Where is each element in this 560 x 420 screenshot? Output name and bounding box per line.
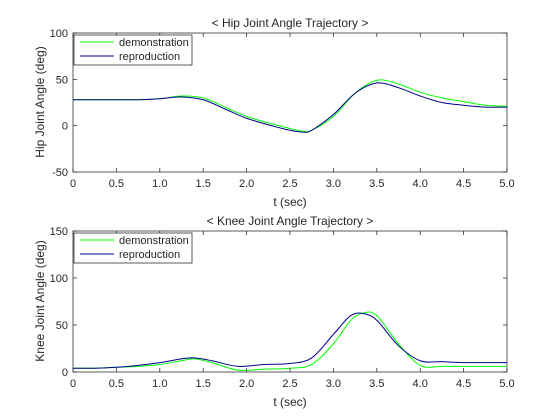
knee-series-lines bbox=[72, 311, 507, 371]
knee-x-tick-label: 3.0 bbox=[326, 378, 341, 390]
hip-series-reproduction bbox=[73, 82, 508, 133]
knee-angle-chart: 0 0.5 1.0 1.5 2.0 2.5 3.0 3.5 4.0 4.5 5.0 0 50 100 15… bbox=[33, 214, 515, 409]
hip-legend-box bbox=[73, 34, 193, 66]
knee-x-axis-label: t (sec) bbox=[273, 395, 306, 409]
hip-x-tick-label: 4.0 bbox=[413, 178, 428, 190]
knee-y-tick-label: 100 bbox=[50, 273, 68, 285]
hip-y-axis-label: Hip Joint Angle (deg) bbox=[33, 46, 47, 157]
knee-legend-box bbox=[73, 232, 193, 264]
knee-x-tick-label: 2.0 bbox=[239, 378, 254, 390]
hip-y-tick-label: -50 bbox=[52, 167, 68, 179]
hip-x-tick-label: 5.0 bbox=[499, 178, 514, 190]
hip-legend-label-reproduction: reproduction bbox=[119, 51, 180, 63]
knee-y-ticks: 0 50 100 150 bbox=[50, 226, 507, 379]
knee-x-tick-label: 0 bbox=[70, 378, 76, 390]
hip-x-tick-label: 2.0 bbox=[239, 178, 254, 190]
hip-x-tick-label: 0.5 bbox=[109, 178, 124, 190]
hip-x-axis-label: t (sec) bbox=[273, 195, 306, 209]
hip-chart-title: < Hip Joint Angle Trajectory > bbox=[212, 16, 369, 30]
hip-x-tick-label: 4.5 bbox=[456, 178, 471, 190]
knee-x-tick-label: 1.0 bbox=[152, 378, 167, 390]
knee-x-tick-label: 4.5 bbox=[456, 378, 471, 390]
hip-y-tick-label: 100 bbox=[50, 28, 68, 40]
hip-legend-label-demonstration: demonstration bbox=[119, 37, 189, 49]
knee-x-tick-label: 4.0 bbox=[413, 378, 428, 390]
hip-x-ticks: 0 0.5 1.0 1.5 2.0 2.5 3.0 3.5 4.0 4.5 5.0 bbox=[70, 33, 515, 190]
hip-x-tick-label: 0 bbox=[70, 178, 76, 190]
hip-legend: demonstration reproduction bbox=[73, 34, 193, 66]
knee-legend-label-reproduction: reproduction bbox=[119, 249, 180, 261]
hip-angle-chart: 0 0.5 1.0 1.5 2.0 2.5 3.0 3.5 4.0 4.5 5.0 -5005010… bbox=[33, 16, 515, 209]
hip-x-tick-label: 1.0 bbox=[152, 178, 167, 190]
knee-series-reproduction bbox=[72, 312, 507, 369]
hip-x-tick-label: 3.0 bbox=[326, 178, 341, 190]
knee-y-tick-label: 150 bbox=[50, 226, 68, 238]
hip-y-ticks: -50 0 50 100 bbox=[50, 28, 507, 179]
knee-y-tick-label: 0 bbox=[62, 367, 68, 379]
hip-x-tick-label: 3.5 bbox=[369, 178, 384, 190]
knee-series-demonstration bbox=[72, 311, 507, 371]
knee-chart-title: < Knee Joint Angle Trajectory > bbox=[207, 214, 374, 228]
knee-x-ticks: 0 0.5 1.0 1.5 2.0 2.5 3.0 3.5 4.0 4.5 5.0 bbox=[70, 231, 515, 390]
knee-x-tick-label: 2.5 bbox=[282, 378, 297, 390]
hip-series-lines bbox=[73, 79, 508, 133]
knee-x-tick-label: 0.5 bbox=[109, 378, 124, 390]
knee-legend: demonstration reproduction bbox=[73, 232, 193, 264]
knee-legend-label-demonstration: demonstration bbox=[119, 235, 189, 247]
hip-y-tick-label: 50 bbox=[56, 74, 68, 86]
knee-x-tick-label: 3.5 bbox=[369, 378, 384, 390]
hip-x-tick-label: 2.5 bbox=[282, 178, 297, 190]
knee-y-axis-label: Knee Joint Angle (deg) bbox=[33, 240, 47, 361]
knee-y-tick-label: 50 bbox=[56, 320, 68, 332]
knee-x-tick-label: 1.5 bbox=[196, 378, 211, 390]
hip-x-tick-label: 1.5 bbox=[196, 178, 211, 190]
knee-x-tick-label: 5.0 bbox=[499, 378, 514, 390]
hip-y-tick-label: 0 bbox=[62, 121, 68, 133]
